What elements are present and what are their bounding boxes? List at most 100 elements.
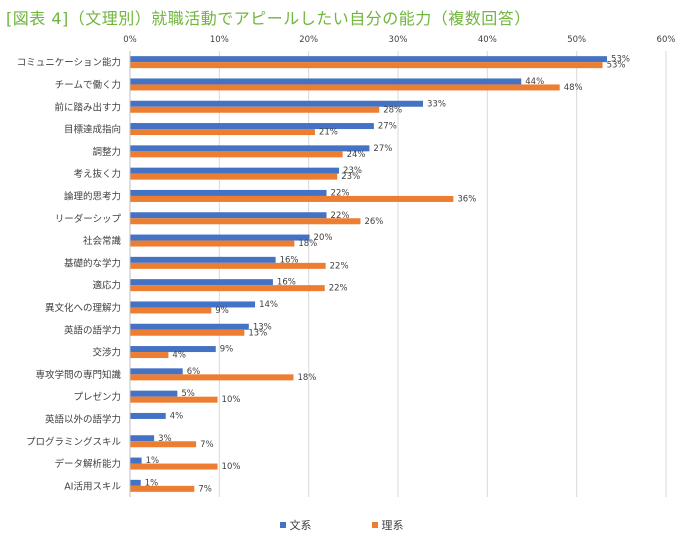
data-label-rikei: 9%	[215, 306, 229, 316]
data-label-bunkei: 14%	[259, 300, 278, 310]
legend-label-rikei: 理系	[381, 519, 404, 532]
data-label-bunkei: 6%	[187, 367, 201, 377]
bar-bunkei	[130, 145, 370, 152]
data-label-bunkei: 4%	[170, 411, 184, 421]
bar-rikei	[130, 151, 343, 158]
data-label-rikei: 18%	[298, 239, 317, 249]
data-label-bunkei: 16%	[277, 278, 296, 288]
category-label: 社会常識	[83, 235, 122, 247]
category-label: 基礎的な学力	[64, 257, 121, 269]
bar-rikei	[130, 106, 380, 113]
category-label: 考え抜く力	[73, 168, 121, 180]
bar-rikei	[130, 441, 197, 448]
bar-bunkei	[130, 457, 142, 464]
data-label-rikei: 24%	[347, 150, 366, 160]
category-label: プログラミングスキル	[26, 436, 122, 448]
chart-title: [図表 4]（文理別）就職活動でアピールしたい自分の能力（複数回答）	[6, 9, 531, 28]
bar-bunkei	[130, 212, 327, 219]
bar-rikei	[130, 352, 169, 359]
category-label: AI活用スキル	[64, 480, 121, 492]
bar-rikei	[130, 285, 325, 292]
bar-bunkei	[130, 234, 310, 241]
x-tick-label: 20%	[299, 35, 318, 45]
data-label-rikei: 28%	[383, 105, 402, 115]
bar-bunkei	[130, 412, 166, 419]
category-label: 論理的思考力	[64, 190, 121, 202]
bar-bunkei	[130, 346, 216, 353]
bar-rikei	[130, 195, 454, 202]
legend-swatch-bunkei	[279, 522, 286, 528]
data-label-rikei: 53%	[607, 61, 626, 71]
bar-rikei	[130, 240, 295, 247]
bar-bunkei	[130, 256, 276, 263]
bar-bunkei	[130, 279, 273, 286]
data-label-bunkei: 53%	[611, 55, 630, 65]
bar-bunkei	[130, 100, 424, 107]
data-label-bunkei: 1%	[145, 478, 159, 488]
data-label-bunkei: 23%	[343, 166, 362, 176]
data-label-bunkei: 27%	[378, 122, 397, 132]
data-label-rikei: 7%	[200, 440, 214, 450]
bar-rikei	[130, 62, 603, 69]
legend-swatch-rikei	[371, 522, 378, 528]
data-label-rikei: 13%	[248, 328, 267, 338]
x-tick-label: 30%	[389, 35, 408, 45]
category-label: コミュニケーション能力	[17, 57, 121, 69]
data-label-rikei: 7%	[198, 484, 212, 494]
data-label-bunkei: 5%	[181, 389, 195, 399]
category-label: 異文化への理解力	[45, 302, 121, 314]
category-label: プレゼン力	[73, 391, 121, 403]
data-label-rikei: 10%	[222, 462, 241, 472]
bar-bunkei	[130, 167, 340, 174]
data-label-rikei: 36%	[457, 194, 476, 204]
bar-bunkei	[130, 435, 155, 442]
bar-rikei	[130, 218, 361, 225]
bar-rikei	[130, 262, 326, 269]
legend-label-bunkei: 文系	[289, 519, 312, 532]
bar-rikei	[130, 329, 245, 336]
category-label: リーダーシップ	[55, 213, 122, 225]
x-tick-label: 10%	[210, 35, 229, 45]
data-label-rikei: 48%	[564, 83, 583, 93]
data-label-bunkei: 16%	[280, 255, 299, 265]
bar-rikei	[130, 129, 315, 136]
data-label-rikei: 22%	[330, 261, 349, 271]
bar-rikei	[130, 84, 560, 91]
category-label: 英語の語学力	[64, 324, 121, 336]
data-label-bunkei: 22%	[331, 211, 350, 221]
data-label-rikei: 18%	[297, 373, 316, 383]
x-tick-label: 50%	[567, 35, 586, 45]
category-label: 交渉力	[92, 347, 121, 359]
data-label-bunkei: 9%	[220, 345, 234, 355]
data-label-bunkei: 3%	[158, 434, 172, 444]
bar-rikei	[130, 485, 195, 492]
x-tick-label: 40%	[478, 35, 497, 45]
bar-bunkei	[130, 390, 178, 397]
data-label-rikei: 4%	[172, 351, 186, 361]
data-label-bunkei: 27%	[373, 144, 392, 154]
category-label: データ解析能力	[54, 458, 121, 470]
category-label: チームで働く力	[55, 79, 121, 91]
data-label-bunkei: 20%	[314, 233, 333, 243]
category-label: 専攻学問の専門知識	[35, 369, 121, 381]
data-label-rikei: 10%	[222, 395, 241, 405]
bar-bunkei	[130, 301, 256, 308]
bar-bunkei	[130, 479, 141, 486]
bar-bunkei	[130, 323, 249, 330]
data-label-rikei: 22%	[329, 284, 348, 294]
legend: 文系 理系	[0, 517, 683, 533]
data-label-bunkei: 44%	[525, 77, 544, 87]
bar-bunkei	[130, 56, 608, 63]
category-label: 調整力	[92, 146, 121, 158]
category-label: 目標達成指向	[64, 124, 121, 136]
bar-rikei	[130, 307, 212, 314]
legend-item-bunkei: 文系	[279, 517, 312, 533]
x-tick-label: 0%	[123, 35, 137, 45]
bar-rikei	[130, 463, 218, 470]
bar-rikei	[130, 173, 338, 180]
x-tick-label: 60%	[657, 35, 676, 45]
data-label-bunkei: 1%	[146, 456, 160, 466]
bar-bunkei	[130, 123, 374, 130]
data-label-rikei: 26%	[364, 217, 383, 227]
category-label: 英語以外の語学力	[45, 413, 121, 425]
